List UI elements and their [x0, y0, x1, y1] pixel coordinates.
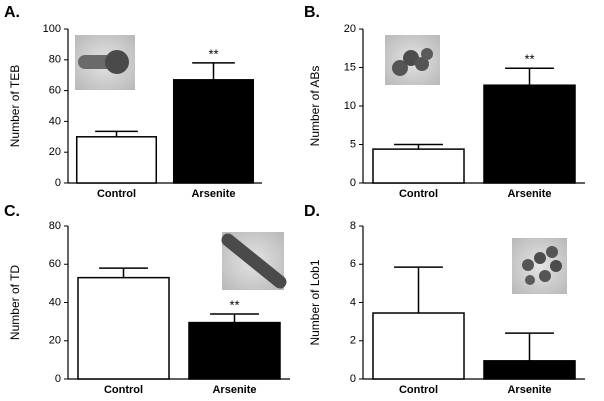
x-tick-label: Arsenite	[191, 188, 235, 200]
x-tick-label: Control	[399, 188, 438, 200]
y-tick-label: 6	[350, 258, 356, 270]
y-axis-label: Number of TD	[8, 265, 22, 340]
y-tick-label: 20	[344, 23, 356, 35]
x-tick-label: Arsenite	[212, 384, 256, 396]
bar	[483, 360, 576, 380]
x-tick-label: Arsenite	[507, 384, 551, 396]
significance-label: **	[208, 46, 218, 61]
x-tick-label: Control	[97, 188, 136, 200]
x-tick-label: Arsenite	[507, 188, 551, 200]
error-bar	[394, 143, 443, 150]
panel-label: A.	[4, 4, 20, 21]
y-tick-label: 100	[43, 23, 61, 35]
micrograph	[385, 35, 440, 85]
y-tick-label: 20	[49, 335, 61, 347]
y-axis-label: Number of ABs	[308, 66, 322, 147]
y-tick-label: 5	[350, 138, 356, 150]
micrograph	[512, 238, 567, 294]
y-tick-label: 4	[350, 296, 356, 308]
y-tick-label: 0	[350, 373, 356, 385]
bar	[372, 312, 465, 380]
y-axis-label: Number of Lob1	[308, 259, 322, 345]
y-tick-label: 0	[55, 373, 61, 385]
error-bar	[192, 62, 235, 80]
y-axis-label: Number of TEB	[8, 65, 22, 147]
bar	[75, 136, 158, 184]
x-tick-label: Control	[104, 384, 143, 396]
panel-label: B.	[304, 4, 320, 21]
y-tick-label: 10	[344, 100, 356, 112]
significance-label: **	[524, 52, 534, 67]
micrograph	[221, 232, 287, 290]
error-bar	[210, 313, 259, 323]
y-tick-label: 8	[350, 220, 356, 232]
y-tick-label: 20	[49, 146, 61, 158]
bar	[188, 321, 281, 380]
error-bar	[95, 130, 138, 137]
y-tick-label: 80	[49, 54, 61, 66]
y-tick-label: 0	[55, 177, 61, 189]
y-tick-label: 60	[49, 85, 61, 97]
panel-label: C.	[4, 203, 20, 220]
y-tick-label: 60	[49, 258, 61, 270]
error-bar	[99, 267, 148, 278]
y-tick-label: 40	[49, 296, 61, 308]
x-tick-label: Control	[399, 384, 438, 396]
bar	[483, 84, 576, 184]
y-tick-label: 80	[49, 220, 61, 232]
micrograph	[75, 35, 135, 90]
error-bar	[394, 266, 443, 314]
panel-label: D.	[304, 203, 320, 220]
error-bar	[505, 67, 554, 86]
bar	[372, 148, 465, 184]
y-tick-label: 15	[344, 61, 356, 73]
significance-label: **	[229, 297, 239, 312]
y-tick-label: 0	[350, 177, 356, 189]
bar	[77, 276, 170, 380]
bar	[172, 79, 255, 184]
y-tick-label: 40	[49, 115, 61, 127]
error-bar	[505, 332, 554, 361]
y-tick-label: 2	[350, 335, 356, 347]
